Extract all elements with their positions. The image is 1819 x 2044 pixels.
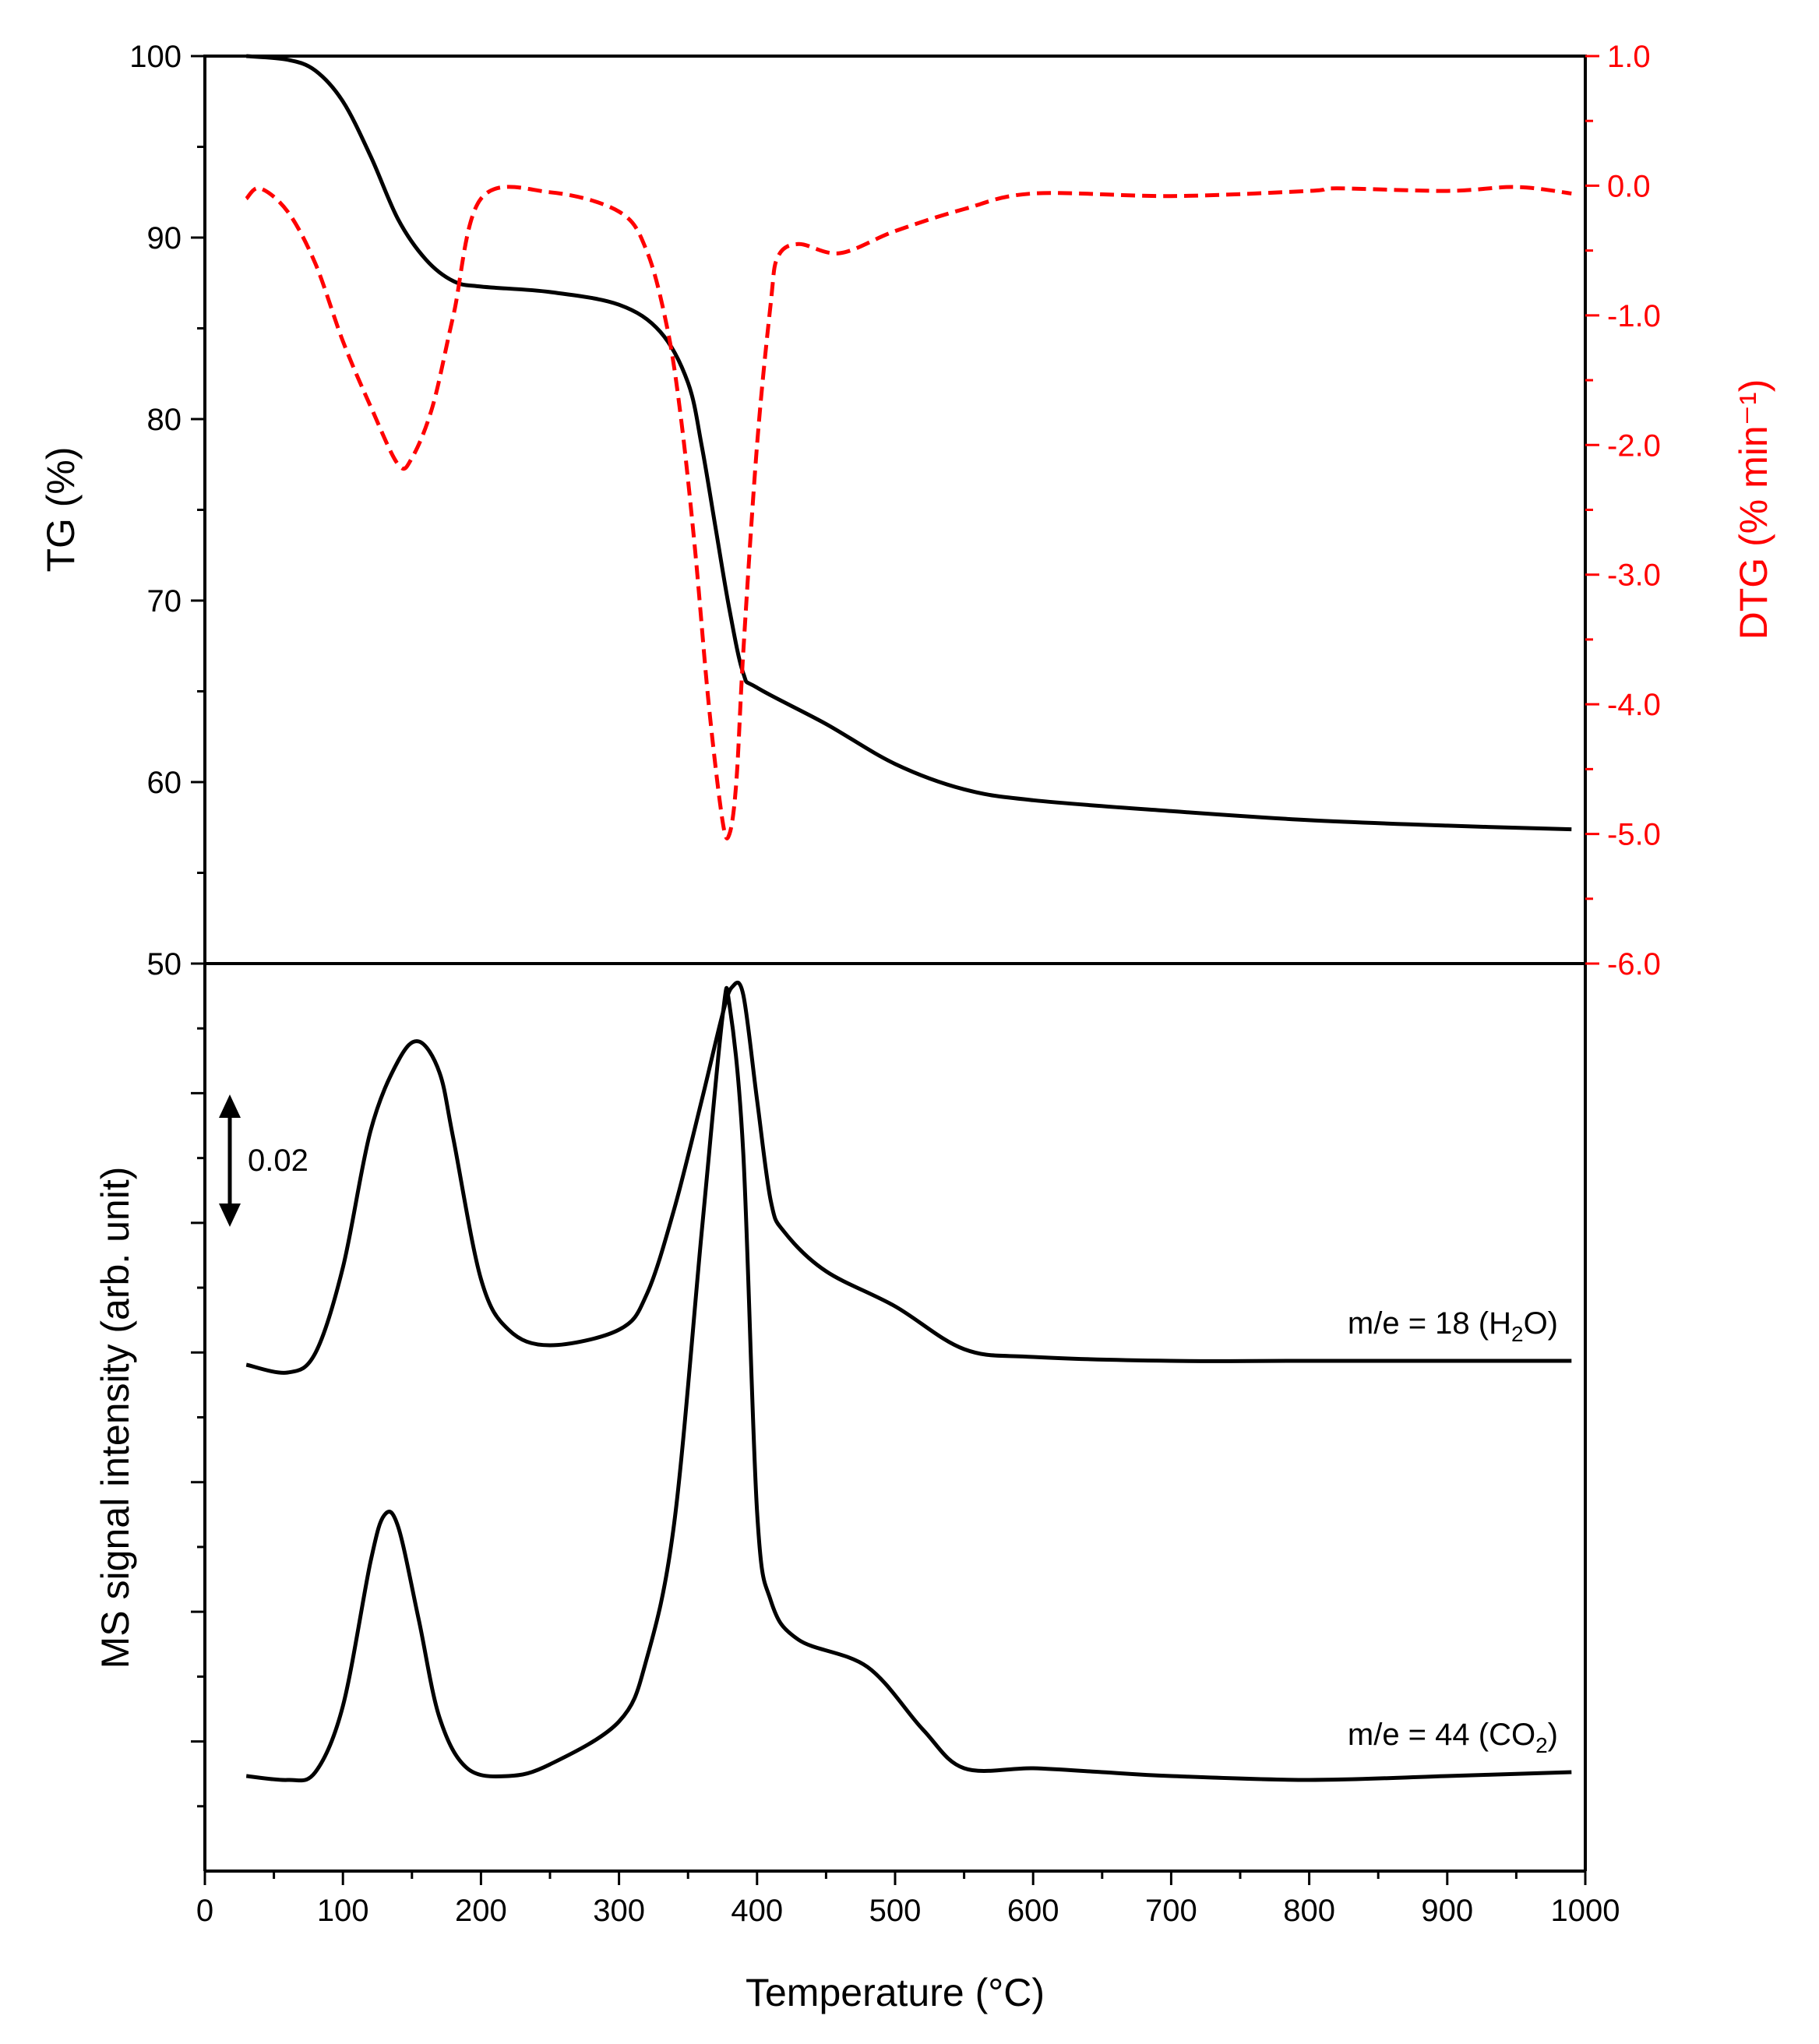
x-tick-label: 200 [455,1894,507,1928]
y-right-tick-label: 1.0 [1607,40,1651,74]
top-right-axis-title: DTG (% min⁻¹) [1732,379,1775,640]
y-left-tick-label: 50 [147,947,182,981]
h2o-series-label: m/e = 18 (H2O) [1348,1306,1558,1346]
y-left-tick-label: 100 [129,40,182,74]
dtg-line [245,185,1572,841]
x-tick-label: 700 [1145,1894,1197,1928]
co2-line [245,985,1572,1783]
y-right-tick-label: -5.0 [1607,818,1661,852]
y-left-tick-label: 80 [147,403,182,437]
y-left-tick-label: 60 [147,766,182,800]
y-left-tick-label: 70 [147,584,182,618]
top-panel-frame [203,55,1587,965]
y-left-tick-label: 90 [147,221,182,256]
y-right-tick-label: 0.0 [1607,169,1651,203]
top-left-axis-title: TG (%) [39,446,83,572]
x-tick-label: 100 [317,1894,369,1928]
x-axis-title: Temperature (°C) [746,1971,1045,2014]
scale-bar-label: 0.02 [248,1144,308,1178]
y-right-tick-label: -6.0 [1607,947,1661,981]
x-tick-label: 800 [1283,1894,1335,1928]
y-right-tick-label: -2.0 [1607,428,1661,463]
scale-bar [219,1094,241,1227]
x-tick-label: 1000 [1551,1894,1620,1928]
x-tick-label: 0 [196,1894,213,1928]
x-tick-label: 300 [593,1894,645,1928]
tg-line [245,54,1572,832]
y-right-tick-label: -1.0 [1607,299,1661,333]
x-tick-label: 500 [869,1894,922,1928]
y-right-tick-label: -3.0 [1607,559,1661,593]
x-tick-label: 400 [731,1894,783,1928]
h2o-line [245,980,1572,1375]
x-tick-label: 600 [1007,1894,1059,1928]
co2-series-label: m/e = 44 (CO2) [1348,1718,1558,1757]
y-right-tick-label: -4.0 [1607,688,1661,722]
bottom-left-axis-title: MS signal intensity (arb. unit) [93,1167,137,1669]
x-tick-label: 900 [1421,1894,1473,1928]
